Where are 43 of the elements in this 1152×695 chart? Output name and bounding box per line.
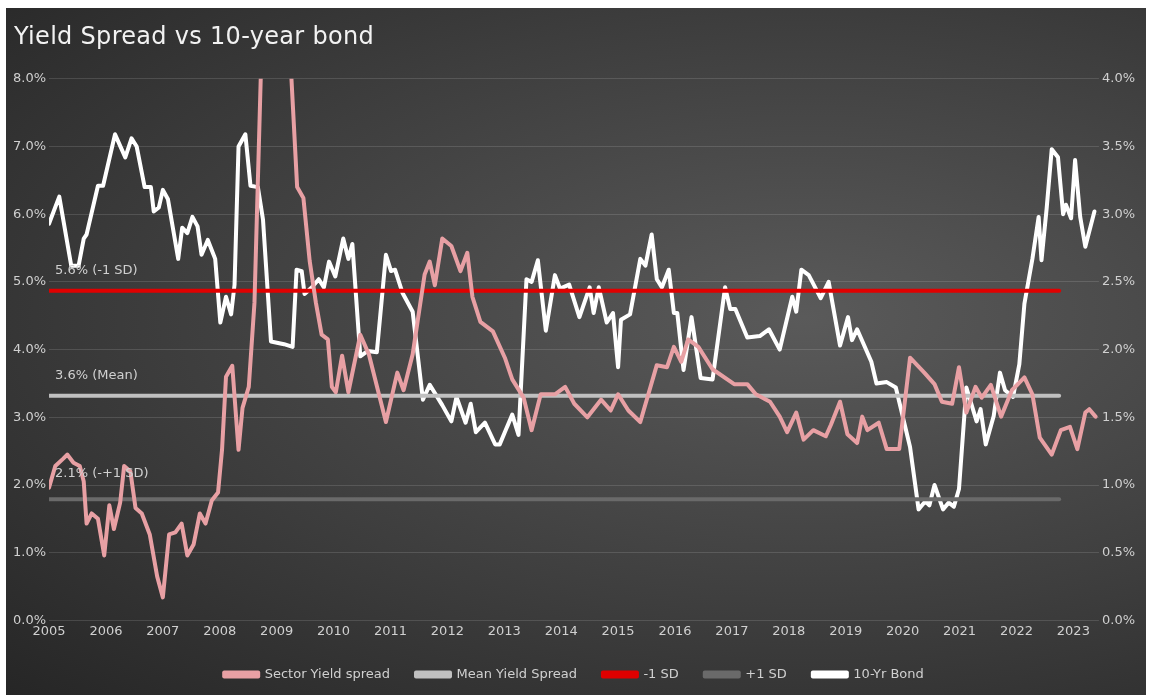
y2-tick-label: 2.0%	[1101, 340, 1135, 356]
y-tick-label: 6.0%	[13, 205, 47, 221]
x-tick-label: 2020	[886, 622, 920, 638]
legend-label: 10-Yr Bond	[853, 665, 924, 681]
x-tick-label: 2012	[430, 622, 464, 638]
x-tick-label: 2016	[658, 622, 692, 638]
x-tick-label: 2023	[1056, 622, 1090, 638]
x-tick-label: 2022	[999, 622, 1033, 638]
x-tick-label: 2010	[317, 622, 351, 638]
legend-label: -1 SD	[643, 665, 679, 681]
x-tick-label: 2015	[601, 622, 635, 638]
x-tick-label: 2014	[544, 622, 578, 638]
y2-tick-label: 1.0%	[1101, 476, 1135, 492]
chart-title: Yield Spread vs 10-year bond	[14, 22, 374, 50]
y2-tick-label: 3.5%	[1101, 137, 1135, 153]
x-tick-label: 2008	[203, 622, 237, 638]
x-tick-label: 2006	[89, 622, 123, 638]
x-tick-label: 2018	[772, 622, 806, 638]
x-tick-label: 2013	[487, 622, 521, 638]
x-tick-label: 2011	[373, 622, 408, 638]
y2-tick-label: 3.0%	[1101, 205, 1135, 221]
y-tick-label: 2.0%	[13, 476, 47, 492]
y-tick-label: 4.0%	[13, 340, 47, 356]
y-tick-label: 8.0%	[13, 70, 47, 86]
y2-tick-label: 0.5%	[1101, 544, 1135, 560]
x-tick-label: 2021	[943, 622, 977, 638]
y2-tick-label: 4.0%	[1101, 70, 1135, 86]
legend-label: +1 SD	[745, 665, 787, 681]
x-tick-label: 2007	[146, 622, 180, 638]
y2-tick-label: 2.5%	[1101, 273, 1135, 289]
y-tick-label: 7.0%	[13, 137, 47, 153]
legend-label: Mean Yield Spread	[456, 665, 577, 681]
annotation: 3.6% (Mean)	[55, 367, 138, 383]
y2-tick-label: 1.5%	[1101, 408, 1135, 424]
x-tick-label: 2009	[260, 622, 294, 638]
x-tick-label: 2019	[829, 622, 863, 638]
y-tick-label: 3.0%	[13, 408, 47, 424]
annotation: 5.6% (-1 SD)	[55, 262, 138, 278]
y2-tick-label: 0.0%	[1101, 611, 1135, 627]
y-tick-label: 5.0%	[13, 273, 47, 289]
x-tick-label: 2017	[715, 622, 749, 638]
y-tick-label: 1.0%	[13, 544, 47, 560]
legend-label: Sector Yield spread	[264, 665, 391, 681]
